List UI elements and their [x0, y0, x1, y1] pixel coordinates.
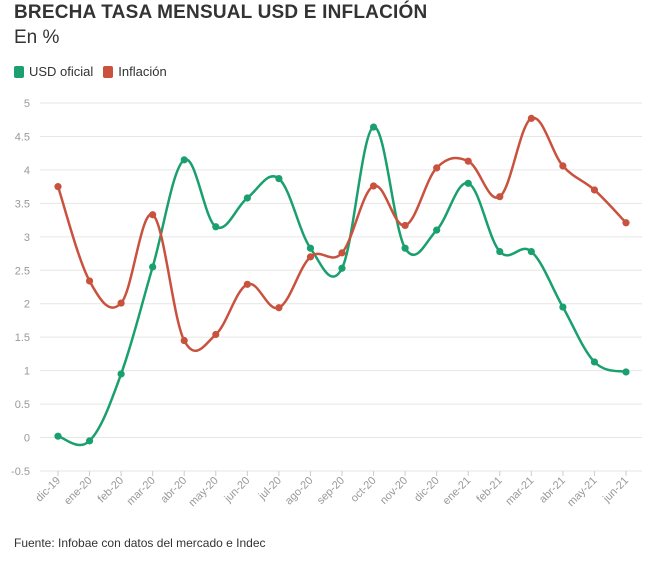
x-tick-label: dic-20: [412, 475, 442, 505]
data-point-inflacion: [149, 211, 157, 219]
data-point-inflacion: [338, 249, 346, 257]
x-tick-label: mar-20: [125, 475, 158, 508]
x-tick-label: dic-19: [33, 475, 63, 505]
data-point-usd-oficial: [401, 244, 409, 252]
series-line-inflacion: [56, 116, 628, 352]
x-tick-label: ago-20: [283, 475, 316, 508]
x-tick-label: oct-20: [349, 475, 379, 505]
data-point-inflacion: [117, 299, 125, 307]
x-tick-label: ene-20: [62, 475, 95, 508]
x-tick-label: abr-21: [537, 475, 568, 506]
data-point-usd-oficial: [180, 156, 188, 164]
data-point-usd-oficial: [369, 123, 378, 131]
series-line-usd-oficial: [56, 125, 628, 447]
y-tick-label: 1: [24, 366, 30, 378]
data-point-inflacion: [622, 219, 630, 227]
legend: USD oficial Inflación: [14, 64, 167, 79]
data-point-usd-oficial: [590, 358, 599, 366]
y-tick-label: -0.5: [11, 466, 30, 478]
data-point-inflacion: [180, 336, 188, 345]
source-note: Fuente: Infobae con datos del mercado e …: [14, 536, 266, 550]
x-tick-label: may-21: [565, 475, 599, 509]
x-tick-label: abr-20: [158, 475, 189, 506]
data-point-inflacion: [527, 114, 535, 122]
data-point-inflacion: [275, 304, 283, 312]
data-point-usd-oficial: [527, 247, 535, 256]
x-tick-label: mar-21: [503, 475, 536, 508]
chart-subtitle: En %: [14, 27, 60, 48]
legend-label-inflacion: Inflación: [118, 64, 167, 79]
x-tick-label: feb-21: [474, 475, 505, 506]
data-point-usd-oficial: [212, 223, 220, 231]
data-point-usd-oficial: [149, 263, 157, 271]
chart-title: BRECHA TASA MENSUAL USD E INFLACIÓN: [14, 2, 428, 23]
y-tick-label: 2.5: [15, 265, 30, 277]
data-point-usd-oficial: [275, 175, 283, 183]
data-point-inflacion: [212, 330, 220, 339]
y-tick-label: 4.5: [15, 131, 30, 143]
y-tick-label: 0.5: [15, 399, 30, 411]
data-point-usd-oficial: [559, 303, 567, 311]
legend-swatch-inflacion: [103, 65, 114, 78]
legend-label-usd-oficial: USD oficial: [29, 64, 94, 79]
data-point-inflacion: [306, 253, 315, 261]
y-tick-label: 3: [24, 232, 30, 244]
legend-item-inflacion[interactable]: Inflación: [103, 64, 167, 79]
data-point-inflacion: [85, 277, 94, 285]
data-point-usd-oficial: [496, 247, 504, 256]
data-point-inflacion: [559, 162, 567, 170]
data-point-usd-oficial: [85, 437, 94, 445]
x-tick-label: jul-20: [256, 475, 284, 503]
data-point-inflacion: [243, 280, 251, 288]
data-point-usd-oficial: [464, 179, 472, 187]
data-point-usd-oficial: [54, 432, 62, 440]
x-tick-label: feb-20: [96, 475, 127, 506]
data-point-inflacion: [369, 182, 378, 190]
legend-swatch-usd-oficial: [14, 65, 24, 78]
data-point-usd-oficial: [243, 194, 251, 202]
x-tick-label: ene-21: [441, 475, 474, 508]
data-point-inflacion: [464, 157, 472, 165]
legend-item-usd-oficial[interactable]: USD oficial: [14, 64, 93, 79]
data-point-usd-oficial: [433, 226, 441, 234]
y-tick-label: 1.5: [15, 332, 30, 344]
data-point-inflacion: [496, 193, 504, 201]
x-tick-label: nov-20: [378, 475, 410, 507]
data-point-usd-oficial: [306, 244, 315, 252]
data-point-inflacion: [433, 164, 441, 172]
data-point-inflacion: [54, 183, 62, 191]
x-tick-label: jun-21: [600, 475, 631, 506]
y-tick-label: 4: [24, 165, 30, 177]
data-point-inflacion: [590, 186, 599, 194]
y-tick-label: 5: [24, 98, 30, 110]
y-tick-label: 2: [24, 299, 30, 311]
x-tick-label: sep-20: [315, 475, 347, 507]
x-tick-label: may-20: [186, 475, 220, 509]
y-tick-label: 3.5: [15, 198, 30, 210]
data-point-inflacion: [401, 221, 409, 230]
y-tick-label: 0: [24, 433, 30, 445]
data-point-usd-oficial: [117, 370, 125, 378]
data-point-usd-oficial: [622, 368, 630, 376]
x-tick-label: jun-20: [222, 475, 253, 506]
data-point-usd-oficial: [338, 264, 346, 272]
